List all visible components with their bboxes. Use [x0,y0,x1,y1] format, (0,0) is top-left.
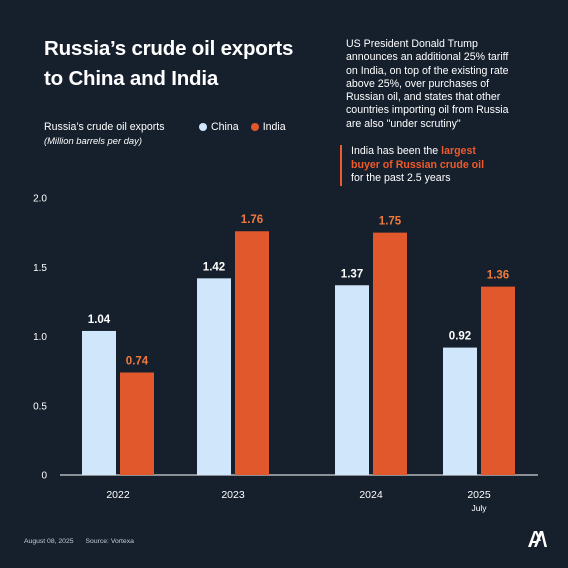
bar-china-2025 [443,347,477,475]
title-line-1: Russia’s crude oil exports [44,37,294,60]
x-tick-sublabel: July [471,503,487,513]
data-label-india: 0.74 [126,356,149,368]
data-label-india: 1.75 [379,216,402,228]
bar-india-2023 [235,231,269,475]
legend-swatch-china [199,123,207,131]
callout-highlight: largest [441,145,476,157]
bar-china-2023 [197,278,231,475]
y-tick-label: 0.5 [33,401,47,412]
footer: August 08, 2025 Source: Vortexa [24,538,134,545]
footer-source: Source: Vortexa [85,538,134,545]
bar-china-2024 [335,285,369,475]
legend-label-china: China [211,121,239,133]
x-tick-label: 2023 [221,489,245,501]
title-line-2: to China and India [44,67,219,90]
callout-highlight: buyer of Russian crude oil [351,158,485,171]
callout-text: for the past 2.5 years [351,172,451,185]
highlight-callout: India has been the largest buyer of Russ… [340,145,541,186]
y-tick-label: 1.5 [33,263,47,274]
bar-china-2022 [82,330,116,475]
data-label-china: 0.92 [449,331,471,343]
x-tick-label: 2024 [359,489,383,501]
bar-india-2024 [373,232,407,475]
data-label-china: 1.42 [203,261,225,273]
y-tick-label: 1.0 [33,332,47,343]
legend-label-india: India [262,121,286,133]
legend-swatch-india [250,123,259,131]
note-line: are also "under scrutiny" [346,117,461,130]
note-line: above 25%, over purchases of [346,77,490,90]
data-label-china: 1.04 [88,314,111,326]
note-line: US President Donald Trump [346,38,478,50]
x-tick-label: 2022 [106,489,130,501]
y-axis-label: Russia’s crude oil exports (Million barr… [44,120,165,148]
legend: China India [199,121,286,133]
chart-title: Russia’s crude oil exports to China and … [44,34,334,94]
y-axis-title: Russia’s crude oil exports [44,121,165,133]
data-label-india: 1.36 [487,270,509,282]
x-tick-label: 2025 [467,489,491,501]
callout-text: India has been the [351,145,442,157]
context-note: US President Donald Trump announces an a… [346,38,546,131]
legend-item-china: China [199,121,239,133]
y-tick-label: 0 [41,471,47,482]
legend-item-india: India [250,121,286,133]
data-label-china: 1.37 [341,268,363,280]
data-label-india: 1.76 [241,214,263,226]
y-axis-unit: (Million barrels per day) [44,135,142,146]
agency-logo-icon [528,531,547,547]
bar-india-2022 [120,372,154,475]
note-line: announces an additional 25% tariff [346,51,509,64]
note-line: on India, on top of the existing rate [346,64,509,77]
note-line: countries importing oil from Russia [346,104,509,117]
bar-india-2025 [481,286,515,475]
note-line: Russian oil, and states that other [346,91,501,104]
y-tick-label: 2.0 [33,194,47,205]
footer-date: August 08, 2025 [24,538,74,545]
